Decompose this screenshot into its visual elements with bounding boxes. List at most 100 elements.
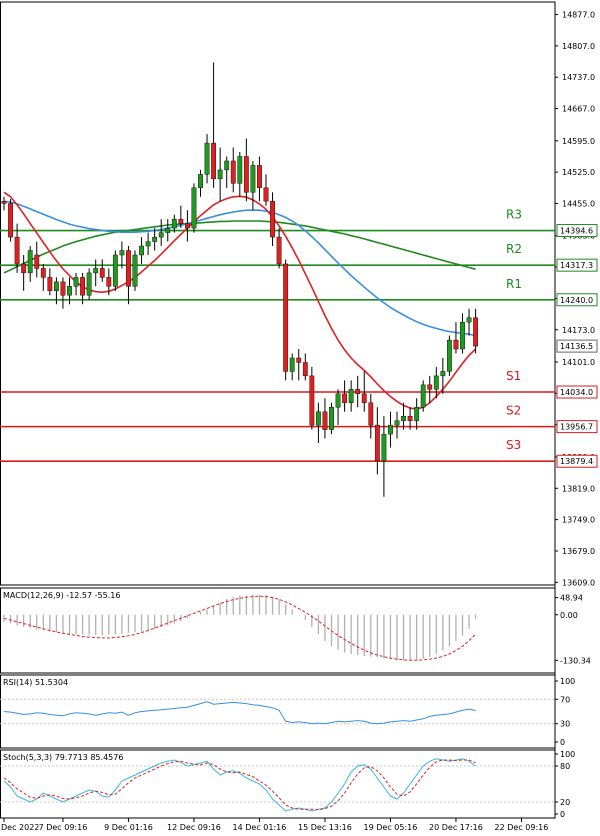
- level-name-r3: R3: [506, 208, 522, 222]
- candle-body: [8, 203, 13, 238]
- candle-body: [453, 339, 459, 350]
- candle-body: [237, 156, 243, 184]
- candle-body: [112, 254, 118, 287]
- price-tick-label: 14737.0: [562, 73, 595, 82]
- candle-body: [230, 160, 236, 184]
- candle-body: [355, 389, 361, 395]
- level-price-box: [556, 293, 598, 307]
- candle-body: [54, 281, 59, 292]
- time-axis: Dec 2022 7 Dec 09:16 9 Dec 01:16 12 Dec 09:…: [1, 818, 548, 832]
- candle-body: [86, 272, 92, 296]
- candle-body: [21, 263, 27, 274]
- support-resistance-levels: 14394.6 R3 14317.3 R2 14240.0 R1 14034.0 S1 1395…: [0, 208, 598, 468]
- rsi-panel: RSI(14) 51.5304 100 70 30 0: [0, 677, 575, 747]
- stoch-tick-label: 100: [560, 750, 575, 759]
- ma-mid-line: [3, 200, 476, 337]
- macd-tick-label: 0.00: [560, 611, 578, 620]
- stoch-d-line: [3, 759, 476, 811]
- candle-body: [322, 411, 328, 430]
- candle-body: [99, 268, 105, 278]
- price-tick-label: 13819.0: [562, 484, 595, 493]
- candle-body: [348, 389, 354, 403]
- price-tick-label: 14525.0: [562, 168, 595, 177]
- candle-body: [361, 393, 367, 403]
- candle-body: [420, 384, 426, 408]
- candle-body: [296, 357, 302, 363]
- candle-body: [171, 218, 177, 229]
- macd-label: MACD(12,26,9) -12.57 -55.16: [3, 591, 120, 600]
- level-price-box: [556, 385, 598, 399]
- stoch-panel: Stoch(5,3,3) 79.7713 85.4576 100 80 20 0: [0, 750, 575, 819]
- price-tick-label: 14595.0: [562, 137, 595, 146]
- stoch-tick-label: 0: [560, 810, 565, 819]
- candle-body: [388, 424, 393, 435]
- candle-body: [73, 277, 79, 287]
- time-tick-label: 7 Dec 09:16: [39, 823, 88, 832]
- candle-body: [158, 232, 164, 238]
- candle-body: [106, 277, 112, 287]
- level-name-r2: R2: [506, 242, 522, 256]
- candle-body: [381, 433, 387, 462]
- level-price-box: [556, 258, 598, 272]
- level-price-label: 14240.0: [560, 296, 593, 305]
- candle-body: [335, 393, 341, 408]
- price-tick-label: 14807.0: [562, 42, 595, 51]
- candle-body: [270, 201, 275, 238]
- candle-body: [302, 362, 308, 377]
- candle-body: [263, 187, 269, 202]
- candle-body: [217, 169, 223, 180]
- price-tick-label: 14455.0: [562, 199, 595, 208]
- candle-body: [414, 407, 420, 421]
- candle-body: [473, 317, 478, 347]
- level-price-box: [556, 454, 598, 468]
- rsi-tick-label: 70: [560, 695, 570, 704]
- candle-body: [257, 165, 262, 189]
- current-price-box: [556, 339, 598, 353]
- candle-body: [211, 142, 216, 180]
- candle-body: [447, 339, 452, 372]
- candle-body: [224, 160, 230, 171]
- candle-body: [145, 241, 151, 247]
- current-price-label: 14136.5: [560, 342, 593, 351]
- candle-body: [178, 218, 184, 224]
- rsi-tick-label: 100: [560, 677, 575, 686]
- level-name-r1: R1: [506, 277, 522, 291]
- candle-body: [342, 393, 347, 403]
- stoch-k-line: [3, 758, 476, 812]
- time-tick-label: 20 Dec 17:16: [429, 823, 483, 832]
- candle-body: [132, 254, 138, 287]
- price-tick-label: 14877.0: [562, 11, 595, 20]
- candle-body: [440, 371, 446, 377]
- candle-body: [243, 156, 249, 193]
- candles: [1, 62, 478, 497]
- price-tick-label: 13749.0: [562, 516, 595, 525]
- time-tick-label: 9 Dec 01:16: [104, 823, 153, 832]
- rsi-tick-label: 0: [560, 738, 565, 747]
- level-price-box: [556, 420, 598, 434]
- level-price-label: 13956.7: [560, 423, 593, 432]
- stoch-tick-label: 20: [560, 798, 570, 807]
- ma-slow-line: [3, 220, 476, 274]
- candle-body: [40, 268, 46, 278]
- candle-body: [283, 263, 289, 372]
- candle-body: [460, 321, 465, 350]
- price-tick-label: 14101.0: [562, 358, 595, 367]
- candle-body: [394, 420, 400, 426]
- candle-body: [433, 375, 439, 390]
- level-price-label: 14034.0: [560, 388, 593, 397]
- level-name-s1: S1: [506, 369, 521, 383]
- level-name-s2: S2: [506, 404, 521, 418]
- price-tick-label: 13679.0: [562, 547, 595, 556]
- candle-body: [139, 245, 144, 256]
- candle-body: [316, 411, 321, 426]
- candle-body: [60, 281, 66, 296]
- time-tick-label: 19 Dec 05:16: [364, 823, 418, 832]
- candle-body: [276, 236, 282, 265]
- candle-body: [401, 415, 406, 421]
- candle-body: [93, 268, 99, 274]
- time-tick-label: Dec 2022: [1, 823, 39, 832]
- candle-body: [67, 286, 72, 296]
- level-price-label: 13879.4: [560, 457, 593, 466]
- price-tick-label: 14173.0: [562, 326, 595, 335]
